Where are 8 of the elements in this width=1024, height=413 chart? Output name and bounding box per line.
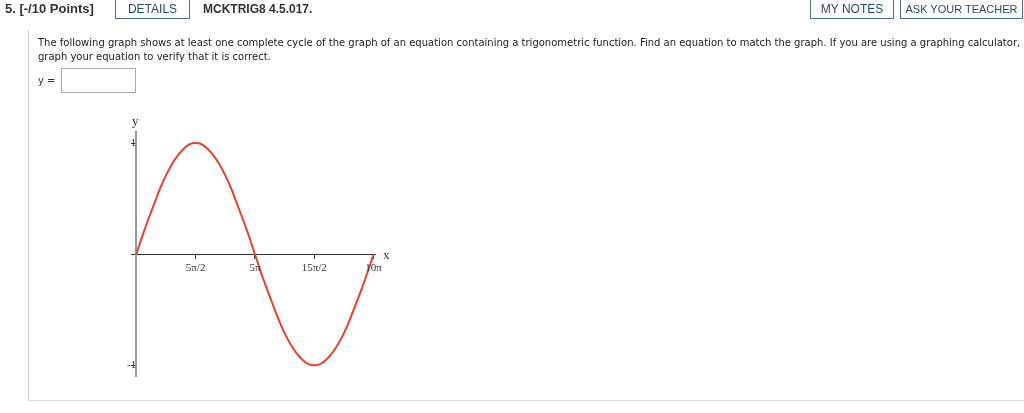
x-axis-title: x: [383, 246, 390, 262]
text: y =: [38, 75, 56, 86]
text: MCKTRIG8 4.5.017.: [203, 2, 313, 16]
text: 5. [-/10 Points]: [5, 1, 94, 16]
y-axis-title: y: [132, 112, 140, 128]
x-tick-label: 5π/2: [185, 261, 206, 274]
x-tick-label: 15π/2: [301, 261, 327, 274]
text: The following graph shows at least one complete cycle of the graph of an equation containing a trigonometric function. Find an equation to match the graph. If you are using a graphing calculator, graph your equation to verify that it is correct.: [38, 36, 1022, 64]
